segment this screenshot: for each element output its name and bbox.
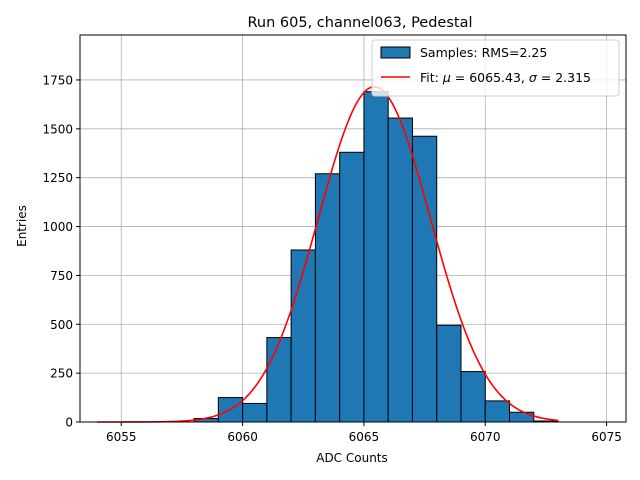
x-axis-ticks: 6055 6060 6065 6070 6075 — [106, 422, 622, 444]
y-tick-label: 250 — [50, 367, 73, 381]
fit-curve-group — [96, 86, 559, 423]
legend-histogram-swatch — [380, 46, 411, 59]
histogram-bar — [484, 400, 511, 423]
y-axis-label: Entries — [15, 205, 29, 247]
legend-fit-mu-value: = 6065.43, — [451, 70, 529, 85]
x-tick-label: 6055 — [106, 430, 137, 444]
histogram-bar — [314, 173, 341, 423]
histogram-bar — [460, 371, 486, 423]
chart-title: Run 605, channel063, Pedestal — [247, 15, 472, 31]
x-tick-label: 6075 — [591, 430, 622, 444]
histogram-bar — [387, 117, 413, 423]
legend-fit-sigma: σ — [529, 70, 538, 85]
histogram-bar — [339, 151, 365, 423]
y-axis-ticks: 0 250 500 750 1000 1250 1500 1750 — [42, 73, 80, 430]
histogram-bars — [193, 91, 559, 423]
fit-curve — [96, 86, 559, 423]
histogram-bar — [509, 411, 535, 423]
histogram-bar — [411, 135, 438, 423]
y-tick-label: 1000 — [42, 220, 73, 234]
y-tick-label: 1500 — [42, 122, 73, 136]
histogram-bar — [266, 337, 292, 423]
y-tick-label: 1750 — [42, 73, 73, 87]
legend-fit-mu: μ — [442, 70, 451, 85]
x-tick-label: 6070 — [470, 430, 501, 444]
legend-histogram-label: Samples: RMS=2.25 — [420, 45, 547, 60]
legend-box — [371, 39, 620, 97]
x-tick-label: 6065 — [349, 430, 380, 444]
axes-frame — [79, 34, 627, 423]
y-tick-label: 1250 — [42, 171, 73, 185]
legend-fit-label: Fit: μ = 6065.43, σ = 2.315 — [420, 70, 591, 85]
histogram-bar — [290, 249, 316, 423]
histogram-bar — [436, 324, 462, 423]
x-axis-label: ADC Counts — [316, 451, 388, 465]
y-tick-label: 500 — [50, 318, 73, 332]
legend-fit-sigma-value: = 2.315 — [537, 70, 591, 85]
legend: Samples: RMS=2.25 Fit: μ = 6065.43, σ = … — [371, 39, 620, 97]
histogram-bar — [363, 91, 389, 423]
histogram-bar — [242, 402, 268, 423]
y-tick-label: 0 — [65, 416, 73, 430]
x-tick-label: 6060 — [227, 430, 258, 444]
legend-fit-prefix: Fit: — [420, 70, 443, 85]
y-tick-label: 750 — [50, 269, 73, 283]
